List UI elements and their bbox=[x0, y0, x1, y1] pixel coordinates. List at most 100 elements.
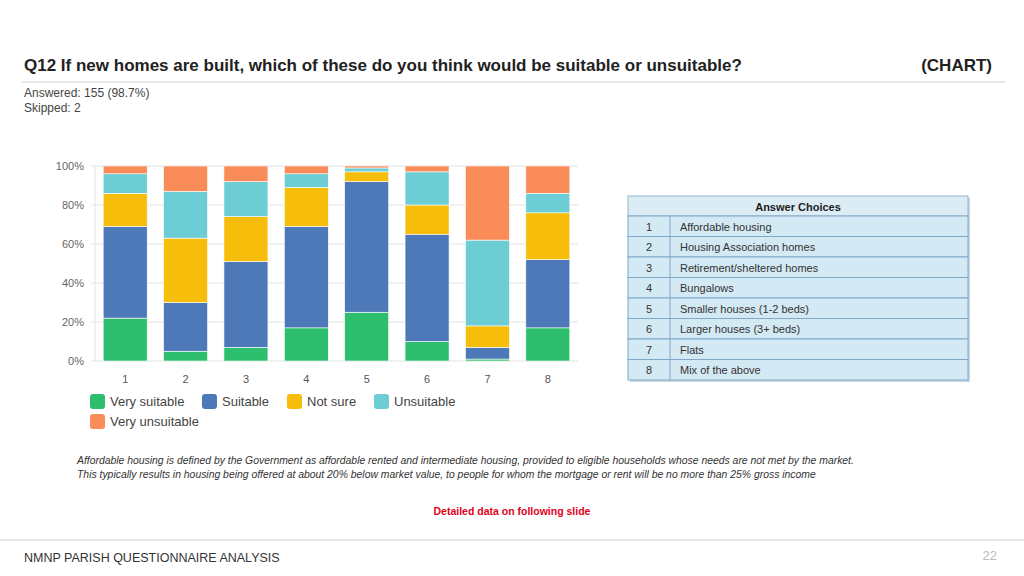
table-row bbox=[628, 257, 968, 278]
bar-segment bbox=[405, 234, 449, 341]
answered: Answered: 155 (98.7%) bbox=[24, 86, 149, 100]
table-row bbox=[628, 278, 968, 299]
bar-segment bbox=[103, 174, 147, 194]
table-row bbox=[628, 237, 968, 258]
legend-item: Very unsuitable bbox=[90, 414, 199, 429]
legend-item: Suitable bbox=[202, 394, 269, 409]
bar-segment bbox=[284, 187, 328, 226]
legend-swatch bbox=[202, 394, 217, 409]
table-cell: Retirement/sheltered homes bbox=[680, 262, 819, 274]
x-tick-label: 2 bbox=[183, 373, 189, 385]
table-col-rule bbox=[670, 216, 671, 237]
legend-swatch bbox=[287, 394, 302, 409]
x-tick-label: 4 bbox=[303, 373, 309, 385]
bar-segment bbox=[284, 166, 328, 174]
table-col-rule bbox=[670, 360, 671, 381]
bar-segment bbox=[224, 262, 268, 348]
bar-segment bbox=[164, 191, 208, 238]
bar-segment bbox=[284, 174, 328, 188]
legend-item: Unsuitable bbox=[374, 394, 455, 409]
footnote: This typically results in housing being … bbox=[77, 469, 816, 480]
table-header bbox=[628, 196, 968, 216]
bar-segment bbox=[284, 328, 328, 361]
bar-segment bbox=[224, 182, 268, 217]
legend-swatch bbox=[90, 394, 105, 409]
x-tick-label: 3 bbox=[243, 373, 249, 385]
table-cell: Smaller houses (1-2 beds) bbox=[680, 303, 809, 315]
y-tick-label: 80% bbox=[62, 199, 84, 211]
bar-segment bbox=[405, 205, 449, 234]
table-cell: 3 bbox=[646, 262, 652, 274]
y-tick-label: 100% bbox=[56, 160, 84, 172]
x-tick-label: 7 bbox=[484, 373, 490, 385]
legend-swatch bbox=[90, 414, 105, 429]
bars bbox=[103, 166, 570, 361]
bar-segment bbox=[526, 328, 570, 361]
bar-segment bbox=[103, 193, 147, 226]
footer-rule bbox=[0, 540, 1024, 541]
legend-label: Unsuitable bbox=[394, 394, 455, 409]
bar-segment bbox=[224, 166, 268, 182]
x-tick-label: 8 bbox=[545, 373, 551, 385]
table-col-rule bbox=[670, 237, 671, 258]
bar-segment bbox=[405, 342, 449, 362]
bar-segment bbox=[164, 166, 208, 191]
title: Q12 If new homes are built, which of the… bbox=[24, 56, 742, 75]
x-tick-label: 5 bbox=[364, 373, 370, 385]
bar-segment bbox=[224, 347, 268, 361]
table-row bbox=[628, 339, 968, 360]
legend-item: Very suitable bbox=[90, 394, 184, 409]
table-cell: 7 bbox=[646, 344, 652, 356]
table-col-rule bbox=[670, 319, 671, 340]
bar-segment bbox=[103, 318, 147, 361]
y-tick-label: 40% bbox=[62, 277, 84, 289]
table-col-rule bbox=[670, 339, 671, 360]
bar-segment bbox=[526, 193, 570, 213]
table-cell: Housing Association homes bbox=[680, 241, 816, 253]
bar-segment bbox=[526, 213, 570, 260]
bar-segment bbox=[526, 260, 570, 328]
bar-segment bbox=[345, 166, 389, 168]
table-cell: Mix of the above bbox=[680, 364, 761, 376]
x-tick-label: 6 bbox=[424, 373, 430, 385]
table-row bbox=[628, 298, 968, 319]
table-col-rule bbox=[670, 298, 671, 319]
bar-segment bbox=[164, 303, 208, 352]
bar-segment bbox=[465, 326, 509, 347]
bar-segment bbox=[405, 166, 449, 172]
bar-segment bbox=[224, 217, 268, 262]
y-tick-label: 20% bbox=[62, 316, 84, 328]
table-row bbox=[628, 360, 968, 381]
table-row bbox=[628, 319, 968, 340]
bar-segment bbox=[103, 226, 147, 318]
table-cell: 6 bbox=[646, 323, 652, 335]
legend-label: Very suitable bbox=[110, 394, 184, 409]
footnote: Affordable housing is defined by the Gov… bbox=[76, 455, 854, 466]
table-cell: Flats bbox=[680, 344, 704, 356]
y-tick-label: 0% bbox=[68, 355, 84, 367]
bar-segment bbox=[345, 172, 389, 182]
legend-label: Suitable bbox=[222, 394, 269, 409]
footer-text: NMNP PARISH QUESTIONNAIRE ANALYSIS bbox=[24, 551, 280, 565]
tag: (CHART) bbox=[921, 56, 992, 75]
bar-segment bbox=[103, 166, 147, 174]
bar-segment bbox=[164, 351, 208, 361]
table-cell: 8 bbox=[646, 364, 652, 376]
table-cell: 1 bbox=[646, 221, 652, 233]
table-col-rule bbox=[670, 257, 671, 278]
bar-segment bbox=[345, 182, 389, 313]
bar-segment bbox=[405, 172, 449, 205]
table-cell: Affordable housing bbox=[680, 221, 772, 233]
legend-label: Very unsuitable bbox=[110, 414, 199, 429]
bar-segment bbox=[345, 168, 389, 172]
table-row bbox=[628, 216, 968, 237]
page-number: 22 bbox=[983, 548, 997, 563]
bar-segment bbox=[465, 166, 509, 240]
table-col-rule bbox=[670, 278, 671, 299]
x-tick-label: 1 bbox=[122, 373, 128, 385]
table-cell: Larger houses (3+ beds) bbox=[680, 323, 800, 335]
skipped: Skipped: 2 bbox=[24, 101, 81, 115]
title-rule bbox=[22, 82, 1005, 83]
bar-segment bbox=[284, 226, 328, 327]
bar-segment bbox=[465, 240, 509, 326]
